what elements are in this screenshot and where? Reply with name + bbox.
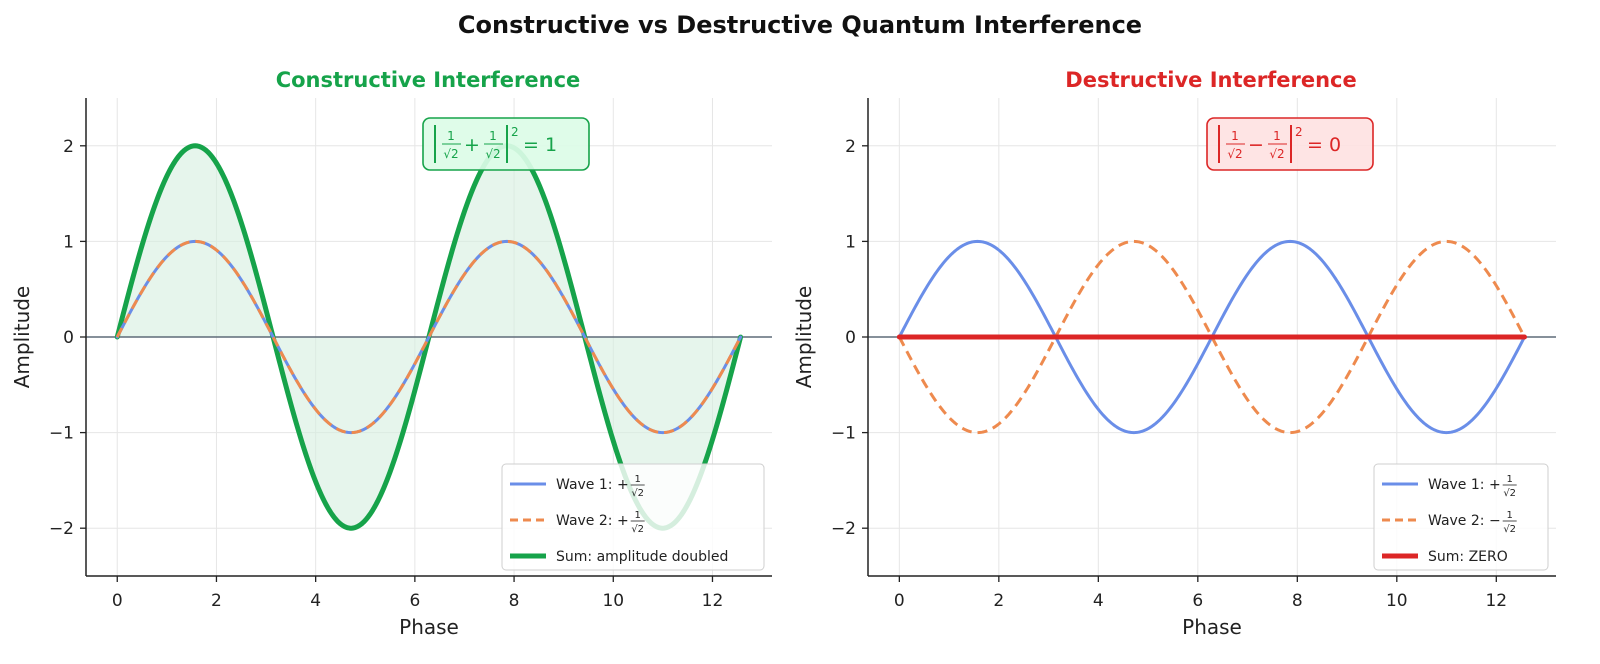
legend-label-3: Sum: ZERO [1428,549,1508,565]
legend-label-1: Wave 1: + [556,477,629,493]
x-tick-label: 8 [509,591,520,611]
formula-exponent: 2 [1295,125,1303,139]
y-tick-label: 0 [63,328,74,348]
legend-frac-num: 1 [1507,474,1513,485]
x-tick-label: 4 [310,591,321,611]
x-tick-label: 8 [1292,591,1303,611]
x-tick-label: 10 [1386,591,1408,611]
legend-label-3: Sum: amplitude doubled [556,549,728,565]
series-line-2 [115,239,742,435]
legend-frame [501,463,765,571]
legend-frame [1373,463,1549,571]
legend-frac-den: √2 [1503,488,1516,499]
legend-frac-den: √2 [1503,524,1516,535]
legend-frac-den: √2 [631,524,644,535]
frac-numerator: 1 [447,129,455,143]
y-axis-label: Amplitude [10,286,34,389]
x-axis-label: Phase [1182,615,1242,639]
y-tick-label: −2 [49,519,74,539]
y-tick-label: 0 [845,328,856,348]
x-axis-label: Phase [399,615,459,639]
x-tick-label: 10 [602,591,624,611]
formula-sign: − [1248,134,1264,156]
formula-exponent: 2 [511,125,519,139]
frac-numerator: 1 [1231,129,1239,143]
x-tick-label: 2 [993,591,1004,611]
formula-annotation: 1 √2−1 √2 2 = 0 [1206,117,1374,171]
formula-sign: + [464,134,480,156]
frac-denominator: √2 [443,147,458,161]
legend-label-1: Wave 1: + [1428,477,1501,493]
y-tick-label: −1 [831,424,856,444]
y-axis-label: Amplitude [792,286,816,389]
series-line-2 [898,239,1526,435]
formula-annotation: 1 √2 +1 √2 2 = 1 [422,117,590,171]
legend-frac-den: √2 [631,488,644,499]
y-tick-label: 2 [63,137,74,157]
legend-label-2: Wave 2: + [556,513,629,529]
subplot-title: Destructive Interference [1065,68,1356,92]
x-tick-label: 6 [1192,591,1203,611]
legend-label-2: Wave 2: − [1428,513,1501,529]
y-tick-label: −2 [831,519,856,539]
frac-numerator: 1 [1273,129,1281,143]
y-tick-label: 1 [845,232,856,252]
x-tick-label: 0 [112,591,123,611]
legend-frac-num: 1 [1507,510,1513,521]
legend-frac-num: 1 [635,474,641,485]
x-tick-label: 2 [211,591,222,611]
x-tick-label: 6 [409,591,420,611]
x-tick-label: 4 [1093,591,1104,611]
subplot-title: Constructive Interference [276,68,581,92]
y-tick-label: 2 [845,137,856,157]
frac-denominator: √2 [1269,147,1284,161]
formula-result: = 1 [523,134,557,156]
legend-frac-num: 1 [635,510,641,521]
frac-denominator: √2 [1227,147,1242,161]
x-tick-label: 0 [894,591,905,611]
x-tick-label: 12 [702,591,724,611]
y-tick-label: 1 [63,232,74,252]
frac-numerator: 1 [489,129,497,143]
formula-result: = 0 [1307,134,1341,156]
x-tick-label: 12 [1485,591,1507,611]
frac-denominator: √2 [485,147,500,161]
figure-title: Constructive vs Destructive Quantum Inte… [458,11,1142,39]
y-tick-label: −1 [49,424,74,444]
